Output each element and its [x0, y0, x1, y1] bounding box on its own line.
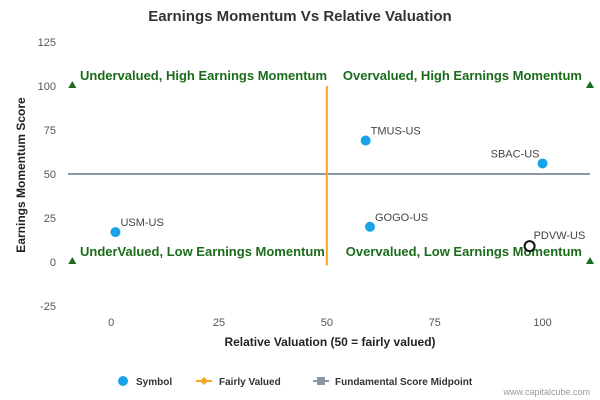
quadrant-marker-icon	[68, 257, 77, 264]
y-tick-label: 0	[50, 257, 56, 269]
quadrant-marker-icon	[68, 81, 77, 88]
quadrant-marker-icon	[586, 257, 594, 264]
quadrant-label: Undervalued, High Earnings Momentum	[80, 68, 327, 83]
data-points: USM-US TMUS-US SBAC-US GOGO-US PDVW-US	[110, 126, 586, 253]
data-point-label: USM-US	[120, 217, 163, 229]
legend-midpoint-label: Fundamental Score Midpoint	[335, 377, 473, 388]
quadrant-label: Overvalued, Low Earnings Momentum	[346, 244, 582, 259]
data-point-label: TMUS-US	[371, 126, 421, 138]
legend-fairly-valued-marker	[200, 377, 208, 385]
x-tick-label: 75	[429, 317, 441, 329]
quadrant-markers	[68, 81, 594, 264]
quadrant-label: Overvalued, High Earnings Momentum	[343, 68, 582, 83]
x-tick-label: 100	[533, 317, 551, 329]
data-point-label: GOGO-US	[375, 212, 428, 224]
x-tick-label: 25	[213, 317, 225, 329]
y-tick-label: 100	[38, 81, 56, 93]
y-tick-label: -25	[40, 301, 56, 313]
legend[interactable]: Symbol Fairly Valued Fundamental Score Mid…	[118, 376, 473, 388]
data-point	[360, 135, 371, 146]
data-point-label: PDVW-US	[534, 230, 586, 242]
legend-symbol-marker	[118, 376, 128, 386]
reference-lines	[68, 86, 590, 266]
legend-symbol-label: Symbol	[136, 377, 172, 388]
data-point	[110, 227, 121, 238]
data-point	[523, 240, 536, 253]
y-tick-label: 125	[38, 37, 56, 49]
legend-fairly-valued-label: Fairly Valued	[219, 377, 281, 388]
chart-title: Earnings Momentum Vs Relative Valuation	[148, 8, 451, 25]
y-tick-label: 50	[44, 169, 56, 181]
quadrant-marker-icon	[586, 81, 594, 88]
data-point	[364, 221, 375, 232]
x-tick-label: 50	[321, 317, 333, 329]
x-axis-title: Relative Valuation (50 = fairly valued)	[224, 335, 435, 349]
credit-text: www.capitalcube.com	[502, 387, 590, 397]
data-point	[537, 158, 548, 169]
y-tick-label: 25	[44, 213, 56, 225]
quadrant-labels: Undervalued, High Earnings Momentum Overv…	[80, 68, 582, 259]
axes: -25 0 25 50 75 100 125 0 25 50 75 100	[38, 37, 552, 329]
y-axis-title: Earnings Momentum Score	[14, 97, 28, 253]
y-tick-label: 75	[44, 125, 56, 137]
x-tick-label: 0	[108, 317, 114, 329]
data-point-label: SBAC-US	[491, 148, 540, 160]
legend-midpoint-marker	[317, 377, 325, 385]
quadrant-label: UnderValued, Low Earnings Momentum	[80, 244, 325, 259]
